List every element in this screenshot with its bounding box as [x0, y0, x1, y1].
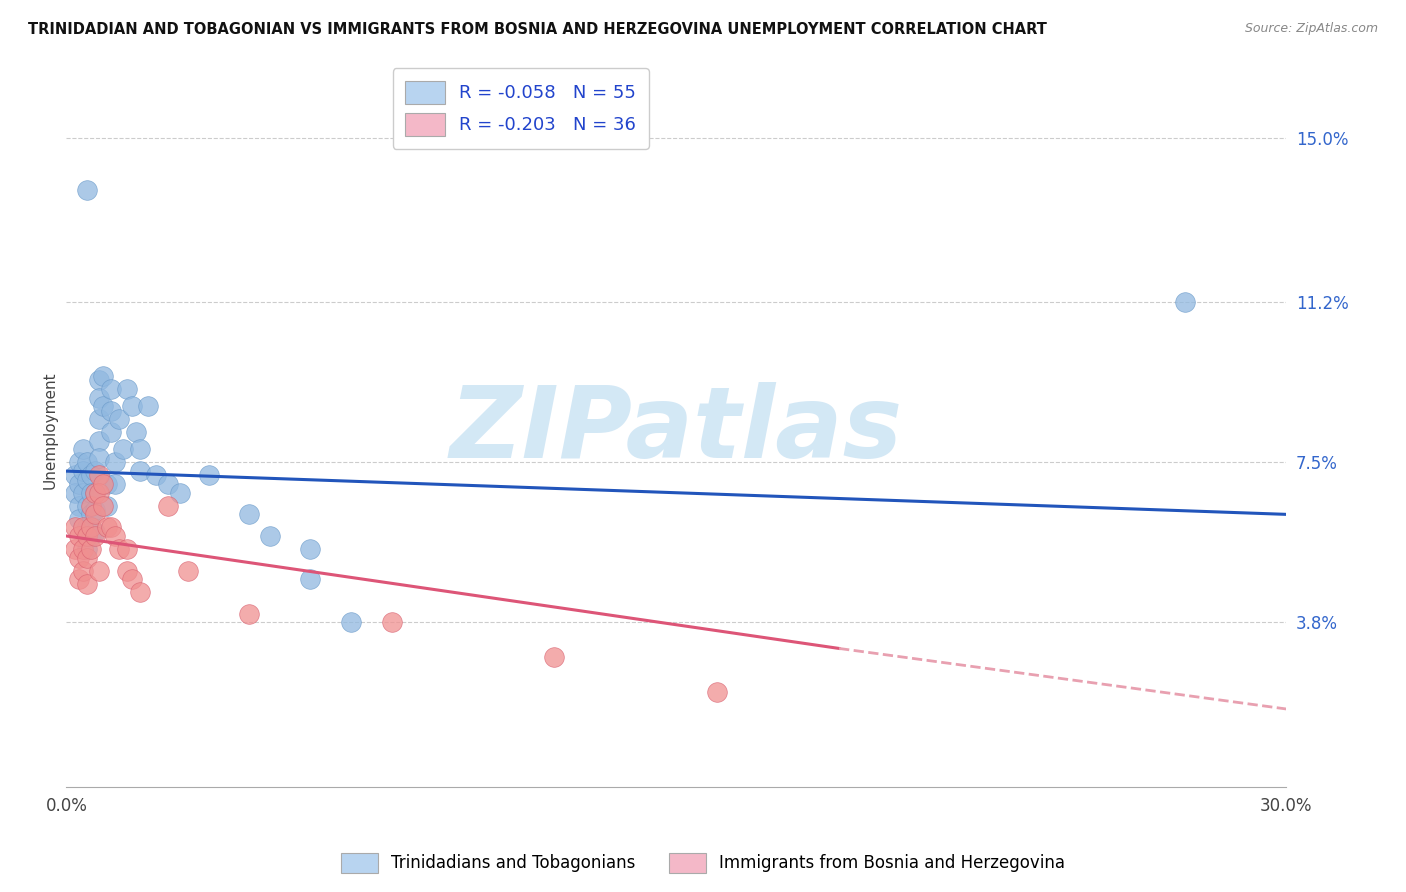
Point [67, 511, 90, 525]
Y-axis label: Unemployment: Unemployment [44, 371, 58, 489]
Point [72, 442, 94, 457]
Point [84, 524, 107, 539]
Point [543, 650, 565, 665]
Point [67, 550, 90, 565]
Point [67, 572, 90, 586]
Point [238, 508, 260, 522]
Point [80, 468, 103, 483]
Point [128, 442, 150, 457]
Point [145, 468, 167, 483]
Point [87, 373, 110, 387]
Point [112, 442, 135, 457]
Point [91, 368, 114, 383]
Point [72, 520, 94, 534]
Point [76, 455, 98, 469]
Point [197, 468, 219, 483]
Point [117, 541, 139, 556]
Legend: R = -0.058   N = 55, R = -0.203   N = 36: R = -0.058 N = 55, R = -0.203 N = 36 [392, 68, 650, 149]
Point [299, 572, 322, 586]
Point [108, 412, 131, 426]
Point [76, 576, 98, 591]
Point [340, 615, 363, 630]
Point [157, 499, 180, 513]
Point [76, 520, 98, 534]
Point [76, 529, 98, 543]
Point [381, 615, 404, 630]
Point [84, 485, 107, 500]
Point [96, 499, 118, 513]
Point [91, 477, 114, 491]
Point [76, 499, 98, 513]
Legend: Trinidadians and Tobagonians, Immigrants from Bosnia and Herzegovina: Trinidadians and Tobagonians, Immigrants… [335, 847, 1071, 880]
Point [104, 529, 127, 543]
Point [100, 425, 122, 440]
Point [96, 520, 118, 534]
Point [80, 541, 103, 556]
Point [80, 485, 103, 500]
Text: TRINIDADIAN AND TOBAGONIAN VS IMMIGRANTS FROM BOSNIA AND HERZEGOVINA UNEMPLOYMEN: TRINIDADIAN AND TOBAGONIAN VS IMMIGRANTS… [28, 22, 1047, 37]
Point [87, 564, 110, 578]
Point [72, 464, 94, 478]
Point [63, 520, 86, 534]
Point [80, 529, 103, 543]
Point [84, 503, 107, 517]
Point [84, 529, 107, 543]
Point [259, 529, 281, 543]
Point [87, 485, 110, 500]
Point [124, 425, 146, 440]
Point [128, 464, 150, 478]
Point [63, 541, 86, 556]
Point [80, 520, 103, 534]
Point [76, 183, 98, 197]
Point [177, 564, 200, 578]
Point [80, 499, 103, 513]
Point [706, 684, 728, 698]
Point [63, 468, 86, 483]
Point [87, 434, 110, 448]
Point [72, 485, 94, 500]
Point [67, 529, 90, 543]
Point [157, 477, 180, 491]
Point [91, 499, 114, 513]
Point [67, 499, 90, 513]
Point [87, 391, 110, 405]
Point [169, 485, 191, 500]
Point [91, 399, 114, 413]
Point [84, 464, 107, 478]
Point [1174, 295, 1197, 310]
Point [84, 485, 107, 500]
Point [299, 541, 322, 556]
Point [136, 399, 159, 413]
Point [87, 451, 110, 466]
Point [72, 541, 94, 556]
Point [117, 564, 139, 578]
Point [100, 382, 122, 396]
Point [63, 485, 86, 500]
Point [100, 520, 122, 534]
Point [128, 585, 150, 599]
Point [238, 607, 260, 621]
Point [84, 508, 107, 522]
Point [121, 399, 143, 413]
Point [121, 572, 143, 586]
Point [80, 508, 103, 522]
Text: Source: ZipAtlas.com: Source: ZipAtlas.com [1244, 22, 1378, 36]
Point [72, 564, 94, 578]
Point [108, 541, 131, 556]
Point [117, 382, 139, 396]
Point [87, 468, 110, 483]
Point [67, 455, 90, 469]
Point [100, 403, 122, 417]
Point [96, 477, 118, 491]
Point [67, 477, 90, 491]
Point [76, 550, 98, 565]
Point [76, 473, 98, 487]
Point [87, 412, 110, 426]
Point [104, 455, 127, 469]
Point [104, 477, 127, 491]
Point [76, 541, 98, 556]
Text: ZIPatlas: ZIPatlas [450, 382, 903, 478]
